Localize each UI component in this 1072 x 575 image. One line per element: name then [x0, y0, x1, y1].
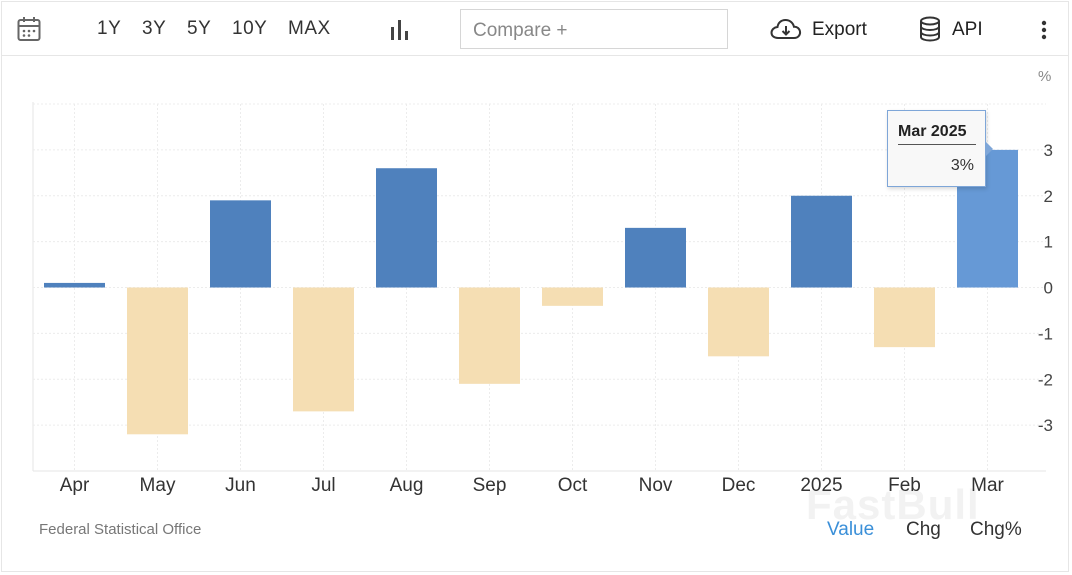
- x-tick-label: May: [140, 475, 176, 496]
- x-tick-label: Oct: [558, 475, 588, 496]
- x-tick-label: Nov: [639, 475, 673, 496]
- api-button[interactable]: API: [952, 19, 983, 40]
- y-tick-label: -1: [1038, 324, 1053, 343]
- x-tick-label: Feb: [888, 475, 921, 496]
- bar-aug: [376, 168, 437, 288]
- range-max-button[interactable]: MAX: [288, 18, 331, 39]
- tab-chg[interactable]: Chg: [906, 519, 941, 540]
- y-tick-label: 2: [1044, 187, 1053, 206]
- range-5y-button[interactable]: 5Y: [187, 18, 212, 39]
- tab-value[interactable]: Value: [827, 519, 875, 540]
- bar-feb: [874, 287, 935, 348]
- tab-chg-percent[interactable]: Chg%: [970, 519, 1022, 540]
- bar-apr: [44, 282, 105, 288]
- bar-nov: [625, 227, 686, 288]
- bar-chart-icon[interactable]: [390, 19, 410, 41]
- more-vertical-icon[interactable]: [1040, 20, 1048, 40]
- bar-chart: Apr May Jun Jul Aug Sep Oct Nov Dec 2025 Feb Mar 3 2 1…: [32, 102, 1053, 496]
- cloud-download-icon[interactable]: [770, 18, 802, 42]
- bar-oct: [542, 287, 603, 306]
- x-tick-label: 2025: [800, 475, 842, 496]
- x-tick-label: Mar: [971, 475, 1004, 496]
- range-3y-button[interactable]: 3Y: [142, 18, 167, 39]
- tooltip-value: 3%: [950, 157, 974, 174]
- bar-jul: [293, 287, 354, 412]
- x-tick-label: Aug: [390, 475, 424, 496]
- chart-tooltip: Mar 2025 3%: [887, 110, 993, 187]
- y-axis-unit: %: [1038, 68, 1052, 85]
- y-tick-label: 3: [1044, 141, 1053, 160]
- y-tick-label: -2: [1038, 370, 1053, 389]
- y-tick-label: 0: [1044, 279, 1053, 298]
- y-tick-label: -3: [1038, 416, 1053, 435]
- x-tick-label: Sep: [473, 475, 507, 496]
- database-icon[interactable]: [919, 16, 941, 42]
- bar-jun: [210, 200, 271, 288]
- export-button[interactable]: Export: [812, 19, 867, 40]
- data-source: Federal Statistical Office: [39, 521, 202, 538]
- tooltip-title: Mar 2025: [898, 123, 976, 145]
- chart-toolbar: 1Y 3Y 5Y 10Y MAX Compare + Export API: [1, 1, 1069, 56]
- x-tick-label: Jul: [311, 475, 335, 496]
- bar-may: [127, 287, 188, 435]
- x-tick-label: Jun: [225, 475, 256, 496]
- y-tick-label: 1: [1044, 233, 1053, 252]
- x-tick-label: Apr: [60, 475, 90, 496]
- range-10y-button[interactable]: 10Y: [232, 18, 268, 39]
- x-tick-label: Dec: [722, 475, 756, 496]
- range-1y-button[interactable]: 1Y: [97, 18, 122, 39]
- bar-2025: [791, 195, 852, 288]
- bar-sep: [459, 287, 520, 384]
- bar-dec: [708, 287, 769, 357]
- calendar-icon[interactable]: [17, 16, 41, 42]
- compare-input[interactable]: Compare +: [460, 9, 728, 49]
